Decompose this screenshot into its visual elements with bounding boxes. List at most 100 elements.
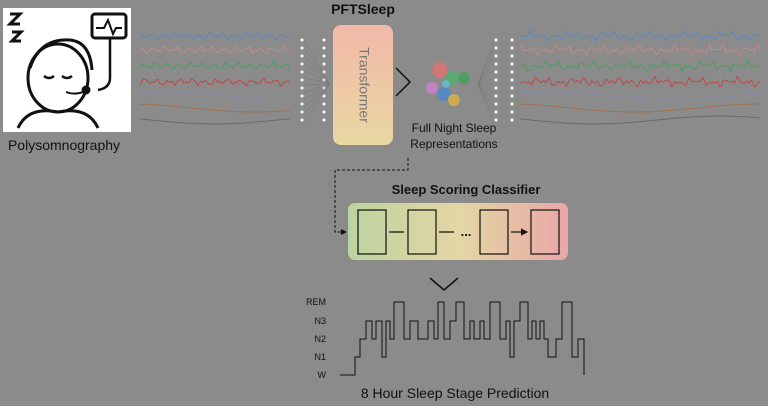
dot <box>510 110 514 114</box>
dot <box>322 62 326 66</box>
dot <box>510 94 514 98</box>
transformer-box <box>333 25 393 145</box>
fan-line <box>303 83 331 101</box>
stage-label: REM <box>306 297 326 307</box>
dot <box>510 54 514 58</box>
fan-line <box>303 69 331 85</box>
fan-line <box>477 83 495 123</box>
signal-trace <box>519 75 761 88</box>
stage-label: N1 <box>314 352 326 362</box>
connector <box>334 158 409 235</box>
fan-line <box>477 77 495 85</box>
fan-line <box>303 47 331 85</box>
signal-trace <box>520 103 760 113</box>
fan-line <box>303 83 331 116</box>
dot <box>494 70 498 74</box>
fan-line <box>303 77 331 85</box>
dot <box>322 78 326 82</box>
dot <box>300 62 304 66</box>
stage-label: N2 <box>314 334 326 344</box>
signal-trace <box>139 60 291 70</box>
dot <box>300 86 304 90</box>
dot <box>494 38 498 42</box>
dot <box>510 38 514 42</box>
dot <box>300 38 304 42</box>
signal-trace <box>140 103 291 113</box>
fan-line <box>477 83 495 93</box>
signal-trace <box>519 59 761 73</box>
dot <box>300 110 304 114</box>
hypnogram <box>340 301 585 376</box>
representations-label: Full Night Sleep <box>412 121 497 135</box>
transformer-label: Transformer <box>356 47 372 123</box>
signals <box>139 28 761 125</box>
signal-trace <box>139 77 291 88</box>
fan-line <box>477 83 495 108</box>
classifier-box <box>348 203 568 260</box>
stage-label: N3 <box>314 316 326 326</box>
arrow <box>429 277 459 291</box>
signal-trace <box>520 28 761 42</box>
embedding-clusters <box>426 62 470 106</box>
dot <box>300 94 304 98</box>
ellipsis: ... <box>461 224 472 239</box>
dot <box>322 102 326 106</box>
signal-trace <box>140 45 291 55</box>
dot <box>322 110 326 114</box>
fan-line <box>477 83 495 101</box>
dot <box>322 38 326 42</box>
representations-label: Representations <box>410 137 497 151</box>
dot <box>510 118 514 122</box>
dot <box>494 62 498 66</box>
fan-line <box>477 47 495 85</box>
arrow <box>395 67 412 97</box>
title: PFTSleep <box>331 1 395 17</box>
stage-label: W <box>318 370 327 380</box>
dot <box>300 70 304 74</box>
signal-trace <box>139 118 291 125</box>
fan-line <box>303 83 331 93</box>
fan-line <box>303 83 331 123</box>
prediction-title: 8 Hour Sleep Stage Prediction <box>361 385 549 401</box>
fan-line <box>477 69 495 85</box>
dot <box>300 46 304 50</box>
stage-labels: REM N3 N2 N1 W <box>306 297 327 380</box>
dot <box>494 118 498 122</box>
classifier-title: Sleep Scoring Classifier <box>392 182 541 197</box>
signal-trace <box>139 91 290 101</box>
dot <box>494 110 498 114</box>
fan-line <box>477 83 495 86</box>
dot <box>510 102 514 106</box>
dot <box>510 70 514 74</box>
fan-line <box>303 83 331 108</box>
dot <box>322 54 326 58</box>
polysomnography-icon <box>3 8 131 132</box>
dot <box>300 78 304 82</box>
fan-line <box>477 54 495 85</box>
dot <box>494 78 498 82</box>
dot <box>510 78 514 82</box>
input-label: Polysomnography <box>8 137 120 153</box>
fan-line <box>303 39 331 85</box>
dot <box>300 118 304 122</box>
dot <box>322 94 326 98</box>
dot <box>322 46 326 50</box>
signal-trace <box>519 91 761 101</box>
fan-line <box>477 62 495 85</box>
fan-line <box>477 39 495 85</box>
dot <box>510 46 514 50</box>
fan-line <box>477 83 495 116</box>
fan-line <box>303 54 331 85</box>
signal-trace <box>139 31 291 41</box>
fan-line <box>303 62 331 85</box>
dot <box>300 54 304 58</box>
dot <box>510 86 514 90</box>
classifier-steps <box>357 209 560 255</box>
dot <box>300 102 304 106</box>
signal-trace <box>519 115 761 125</box>
dot <box>494 94 498 98</box>
dot <box>494 46 498 50</box>
dot <box>494 102 498 106</box>
